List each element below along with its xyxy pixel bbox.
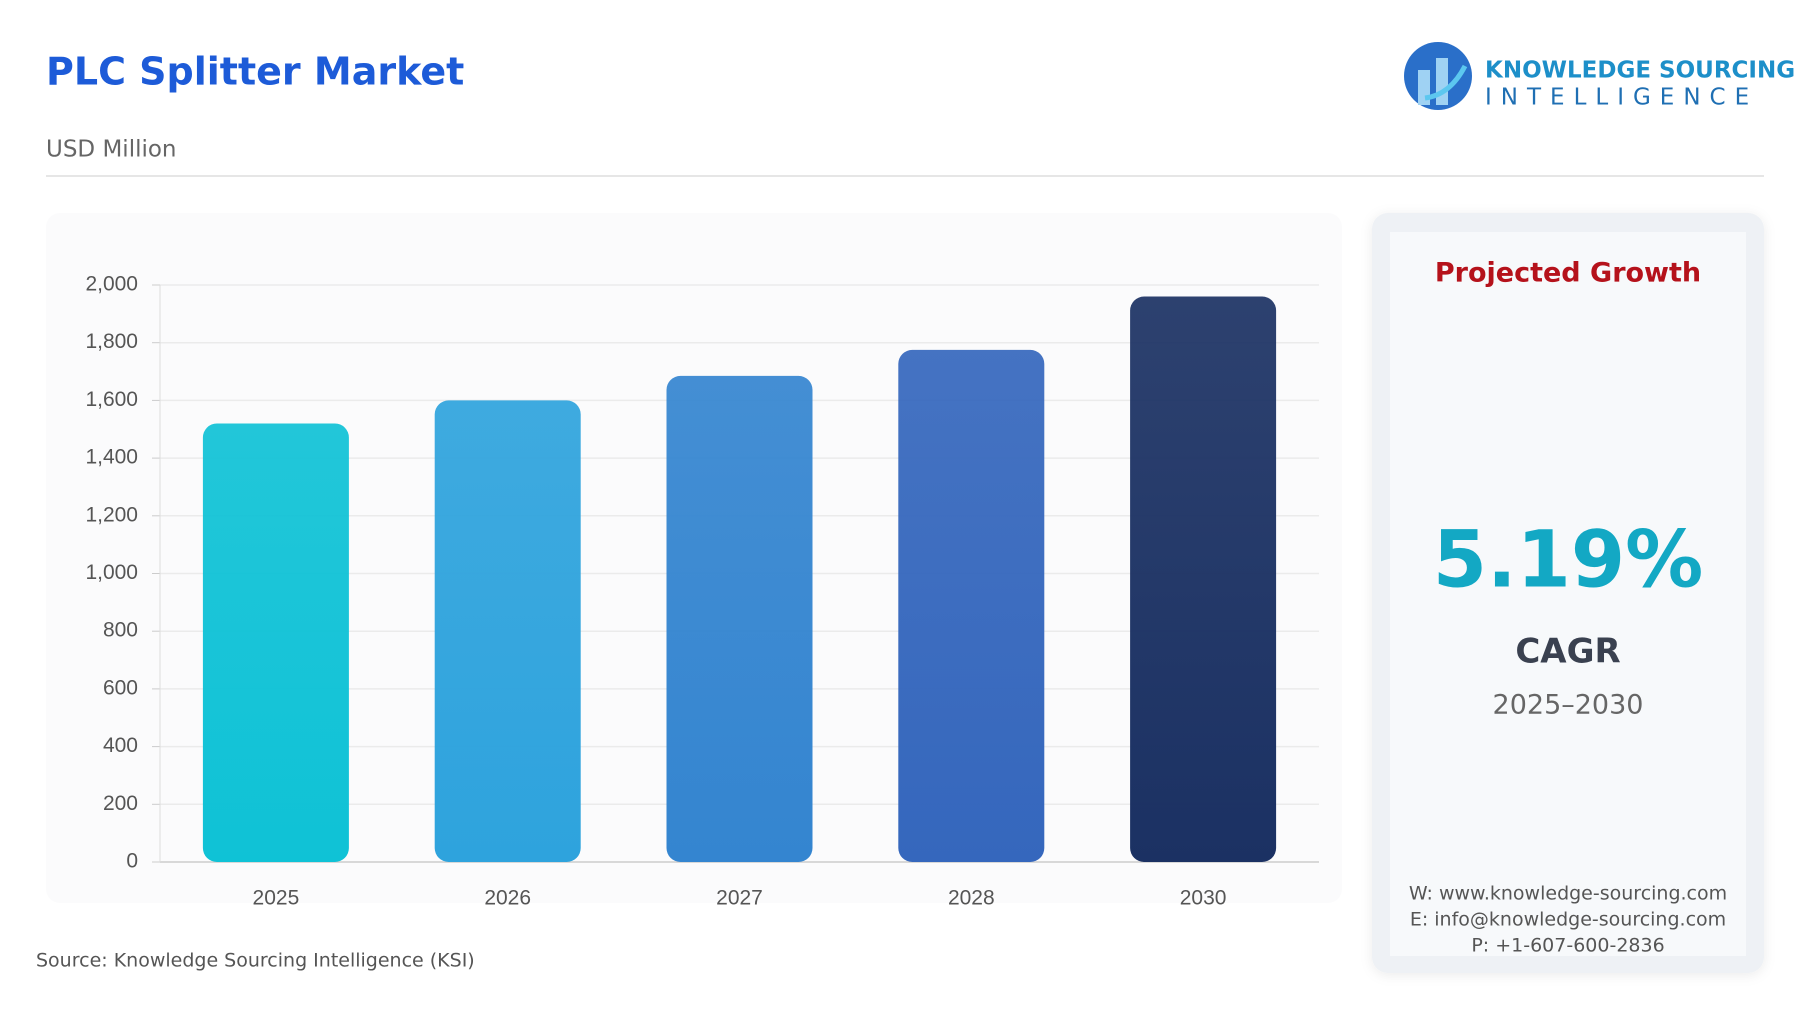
x-tick-label: 2026 [484, 887, 531, 910]
subtitle: USD Million [46, 137, 177, 163]
chart-title: PLC Splitter Market [46, 50, 464, 94]
x-tick-label: 2030 [1180, 887, 1227, 910]
y-tick-label: 0 [126, 850, 138, 873]
cagr-label: CAGR [1515, 632, 1620, 672]
y-tick-label: 1,000 [85, 561, 138, 584]
y-tick-label: 2,000 [85, 273, 138, 296]
bar [202, 423, 349, 862]
bar [434, 400, 581, 862]
y-tick-label: 600 [103, 676, 138, 699]
logo-text: INTELLIGENCE [1485, 85, 1758, 111]
bar [666, 375, 813, 862]
y-tick-label: 1,800 [85, 330, 138, 353]
cagr-period: 2025–2030 [1493, 690, 1644, 721]
source: Source: Knowledge Sourcing Intelligence … [36, 950, 475, 972]
y-tick-label: 400 [103, 734, 138, 757]
y-tick-label: 1,200 [85, 503, 138, 526]
logo-arrow [1424, 64, 1468, 101]
contact: P: +1-607-600-2836 [1471, 935, 1664, 957]
y-tick-label: 1,600 [85, 388, 138, 411]
y-tick-label: 200 [103, 792, 138, 815]
x-tick-label: 2027 [716, 887, 763, 910]
y-tick-label: 800 [103, 619, 138, 642]
cagr-value: 5.19% [1433, 515, 1704, 605]
logo-text: KNOWLEDGE SOURCING [1485, 58, 1795, 84]
bar [1130, 296, 1277, 862]
bar [898, 349, 1045, 863]
growth-panel-inner [1390, 232, 1746, 956]
x-tick-label: 2028 [948, 887, 995, 910]
panel-title: Projected Growth [1435, 258, 1701, 289]
contact: W: www.knowledge-sourcing.com [1409, 883, 1727, 905]
x-tick-label: 2025 [253, 887, 300, 910]
contact: E: info@knowledge-sourcing.com [1410, 909, 1726, 931]
logo: KNOWLEDGE SOURCING INTELLIGENCE [1404, 42, 1795, 111]
plot: 0 200 400 600 800 1,000 1,200 1,400 1,600 1,800 2,… [85, 273, 1319, 910]
y-tick-label: 1,400 [85, 446, 138, 469]
